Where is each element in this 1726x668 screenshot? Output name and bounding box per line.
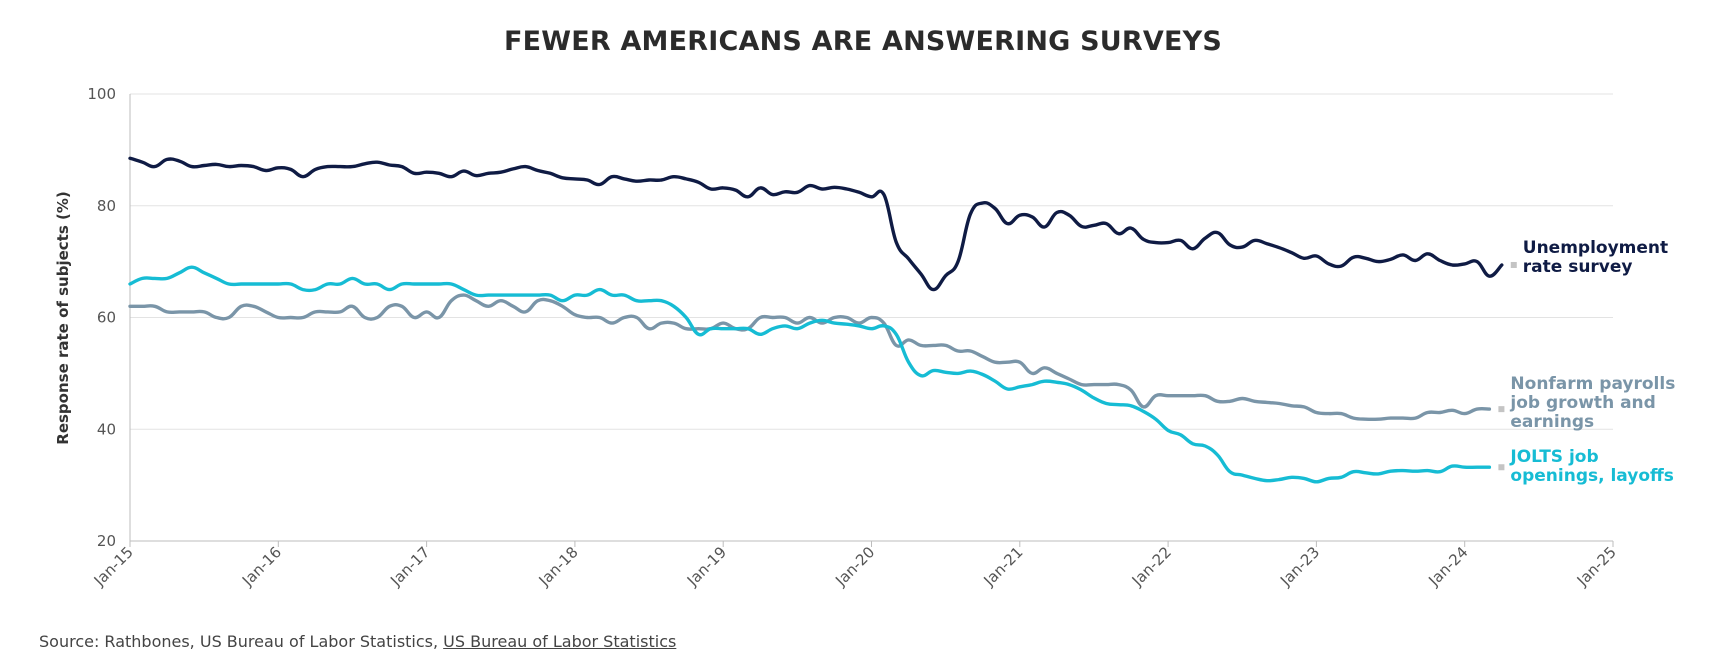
x-tick-label: Jan-22 — [1128, 543, 1175, 590]
series-lines — [128, 156, 1504, 484]
x-tick-label: Jan-15 — [90, 543, 137, 590]
series-label-jolts-job-openings-layoffs: JOLTS job — [1509, 447, 1598, 467]
series-label-jolts-job-openings-layoffs: openings, layoffs — [1510, 466, 1674, 486]
axes: 20 40 60 80 100 Jan-15 Jan-16 Jan-17 Jan-18 Jan-1… — [87, 85, 1619, 590]
series-line-unemployment-rate-survey — [128, 156, 1504, 292]
x-tick-label: Jan-23 — [1276, 543, 1323, 590]
series-label-marker — [1510, 261, 1517, 268]
x-tick-label: Jan-16 — [238, 543, 285, 590]
series-label-marker — [1498, 464, 1505, 471]
y-tick-label: 20 — [97, 532, 116, 550]
series-line-jolts-job-openings-layoffs — [128, 265, 1492, 484]
chart-title: FEWER AMERICANS ARE ANSWERING SURVEYS — [503, 26, 1223, 57]
series-label-nonfarm-payrolls-job-growth-and-earnings: job growth and — [1509, 393, 1655, 413]
series-line-nonfarm-payrolls-job-growth-and-earnings — [128, 293, 1492, 422]
y-tick-label: 100 — [87, 85, 116, 103]
x-tick-label: Jan-19 — [683, 543, 730, 590]
source-line: Source: Rathbones, US Bureau of Labor St… — [39, 632, 676, 651]
grid-lines — [130, 93, 1613, 430]
series-label-marker — [1498, 406, 1505, 413]
x-tick-label: Jan-24 — [1424, 543, 1471, 590]
source-text: Source: Rathbones, US Bureau of Labor St… — [39, 632, 444, 651]
y-tick-label: 40 — [97, 420, 116, 438]
series-label-unemployment-rate-survey: rate survey — [1523, 257, 1633, 277]
y-tick-label: 80 — [97, 197, 116, 215]
series-label-nonfarm-payrolls-job-growth-and-earnings: Nonfarm payrolls — [1510, 374, 1675, 394]
y-tick-label: 60 — [97, 309, 116, 327]
x-tick-label: Jan-20 — [831, 543, 878, 590]
x-tick-label: Jan-25 — [1573, 543, 1620, 590]
series-label-nonfarm-payrolls-job-growth-and-earnings: earnings — [1510, 412, 1594, 432]
x-tick-label: Jan-21 — [980, 543, 1027, 590]
y-axis-label: Response rate of subjects (%) — [54, 191, 72, 444]
x-tick-label: Jan-17 — [386, 543, 433, 590]
source-link[interactable]: US Bureau of Labor Statistics — [443, 632, 677, 651]
series-label-unemployment-rate-survey: Unemployment — [1523, 238, 1668, 258]
x-tick-label: Jan-18 — [535, 543, 582, 590]
